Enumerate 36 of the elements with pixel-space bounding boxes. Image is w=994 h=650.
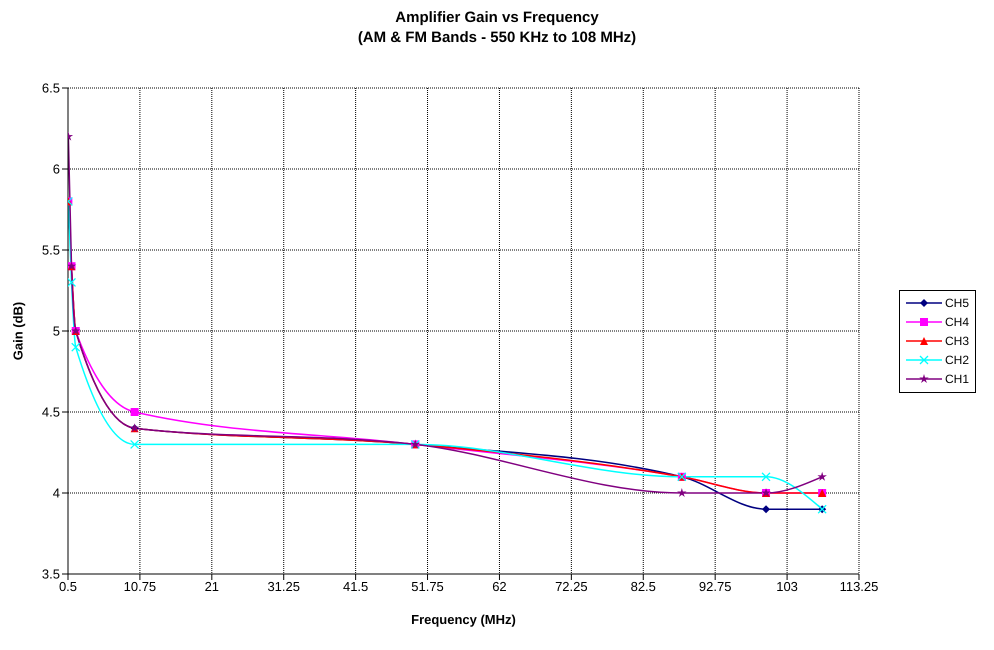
y-tick-label: 5.5 (42, 242, 60, 258)
x-tick-label: 31.25 (267, 579, 300, 594)
x-tick-label: 103 (776, 579, 798, 594)
point (817, 472, 827, 481)
chart-title: Amplifier Gain vs Frequency (394, 8, 600, 28)
legend-label: CH3 (944, 334, 969, 348)
point (677, 488, 687, 498)
y-tick-label: 6 (52, 162, 60, 177)
x-tick-label: 21 (204, 579, 220, 594)
point (761, 472, 771, 482)
legend-label: CH4 (944, 315, 969, 329)
legend-label: CH5 (944, 296, 969, 310)
x-tick-label: 41.5 (342, 579, 368, 594)
legend-label: CH2 (944, 353, 969, 367)
chart-subtitle: (AM & FM Bands - 550 KHz to 108 MHz) (356, 28, 638, 48)
legend-label: CH1 (944, 372, 969, 386)
x-tick-label: 0.5 (58, 579, 78, 594)
x-tick-label: 62 (492, 579, 507, 594)
point (68, 278, 76, 288)
x-axis-title: Frequency (MHz) (411, 612, 516, 627)
y-tick-label: 4 (52, 486, 60, 501)
x-tick-label: 92.75 (698, 579, 732, 594)
x-tick-label: 113.25 (840, 579, 878, 594)
y-tick-label: 6.5 (42, 80, 60, 96)
x-tick-label: 10.75 (124, 579, 156, 594)
x-tick-label: 82.5 (630, 579, 656, 594)
point (130, 408, 139, 416)
point (130, 440, 140, 450)
point (71, 342, 80, 352)
point (762, 505, 770, 514)
y-axis-title: Gain (dB) (10, 302, 26, 360)
x-tick-label: 51.75 (411, 579, 444, 594)
x-tick-label: 72.25 (555, 579, 588, 594)
y-tick-label: 3.5 (42, 566, 60, 582)
y-tick-label: 5 (52, 324, 60, 339)
y-tick-label: 4.5 (42, 404, 60, 420)
